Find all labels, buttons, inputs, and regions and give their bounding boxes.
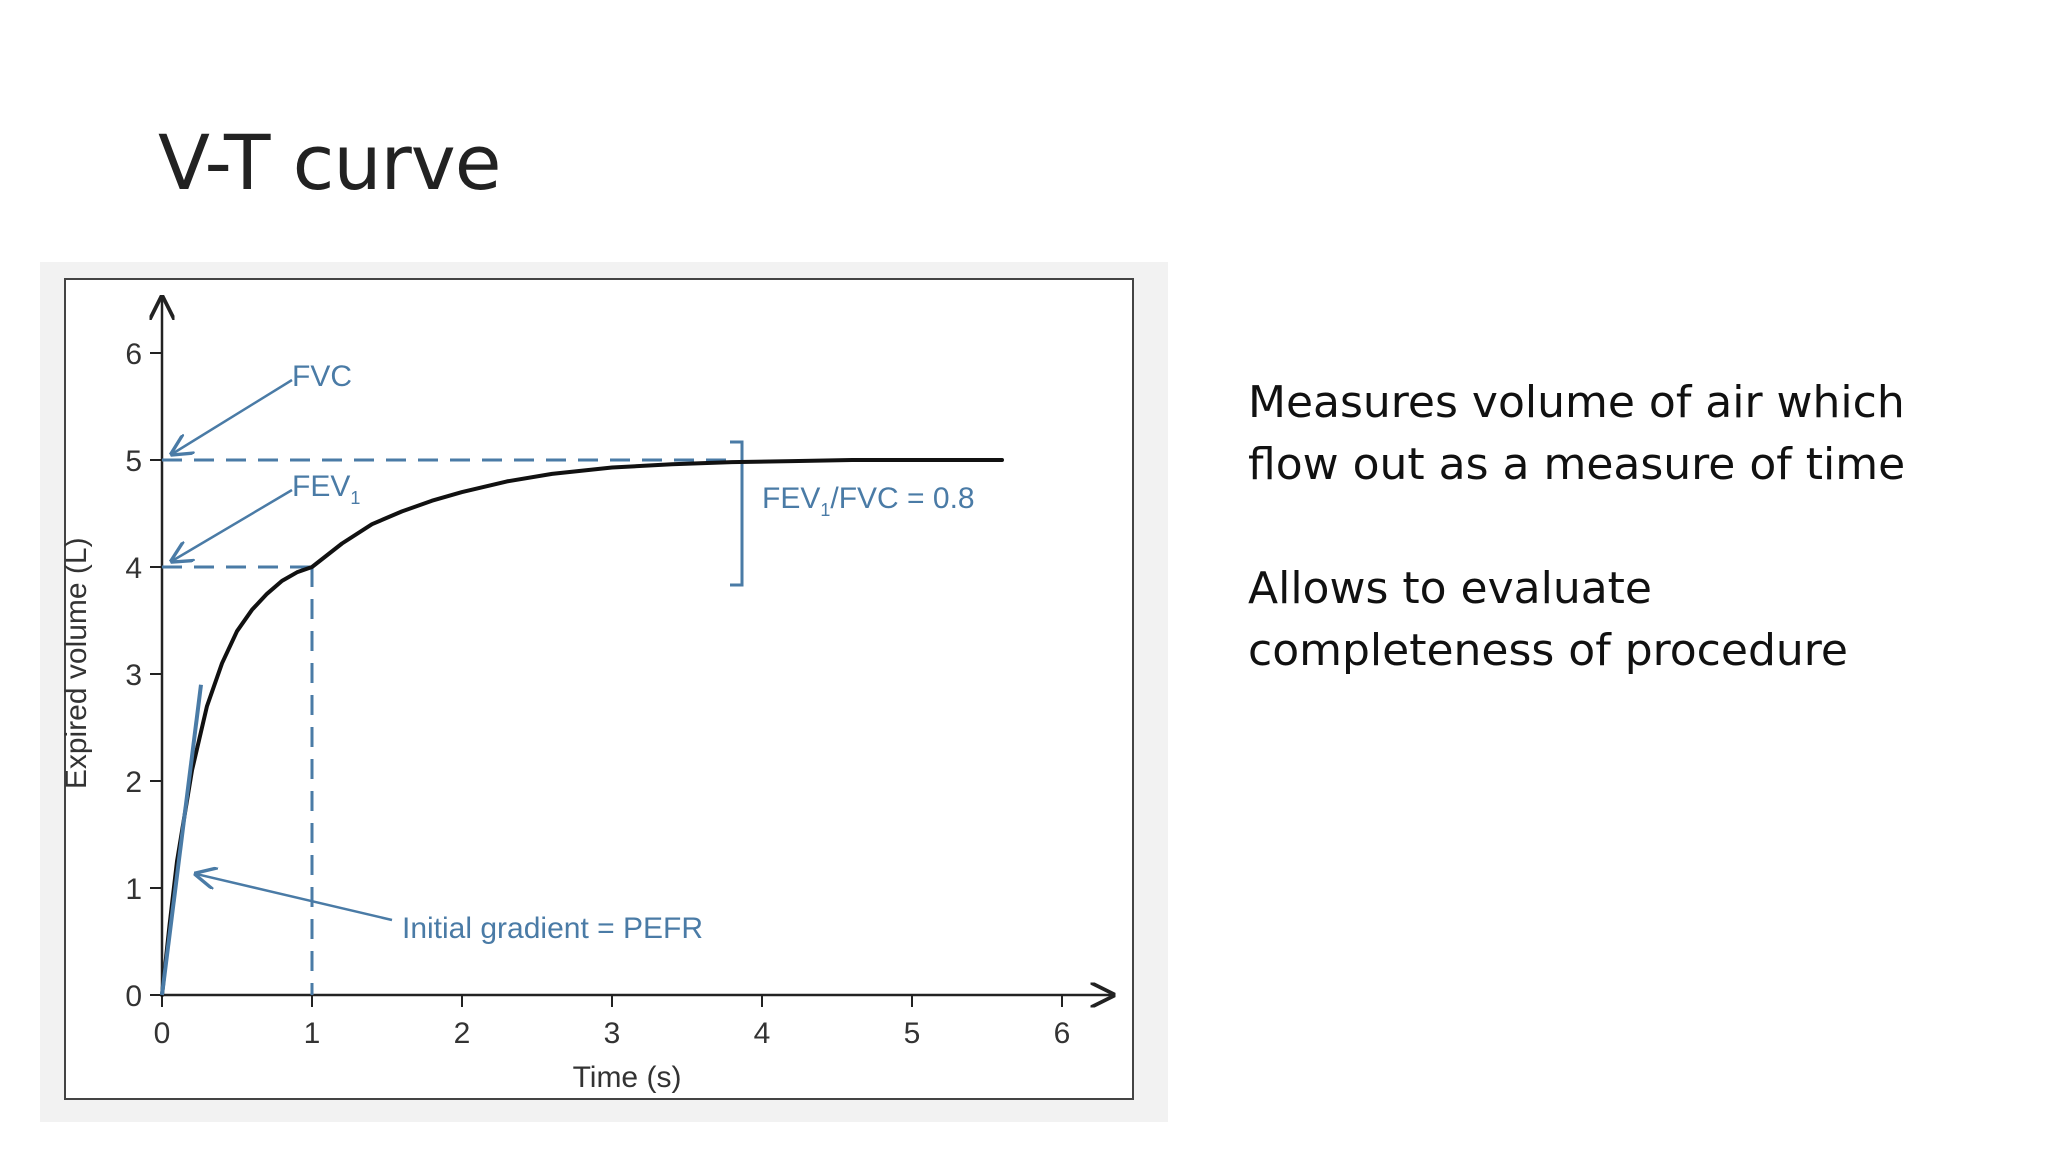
y-tick-label-0: 0 bbox=[125, 980, 142, 1013]
x-tick-label-3: 3 bbox=[604, 1017, 621, 1050]
completeness-text: Allows to evaluate completeness of proce… bbox=[1248, 563, 1848, 676]
initial-gradient-line bbox=[160, 684, 203, 996]
y-axis-label: Expired volume (L) bbox=[64, 537, 93, 789]
plot-border bbox=[64, 278, 1134, 1100]
y-tick-label-6: 6 bbox=[125, 338, 142, 371]
ratio-label: FEV1/FVC = 0.8 bbox=[762, 482, 975, 520]
y-tick-label-3: 3 bbox=[125, 659, 142, 692]
y-tick-label-2: 2 bbox=[125, 766, 142, 799]
fvc-arrow bbox=[172, 378, 293, 454]
x-tick-label-2: 2 bbox=[454, 1017, 471, 1050]
gradient-arrow bbox=[196, 874, 393, 922]
x-axis-label: Time (s) bbox=[573, 1061, 682, 1094]
y-tick-label-5: 5 bbox=[125, 445, 142, 478]
x-tick-label-6: 6 bbox=[1054, 1017, 1071, 1050]
fev1-arrow bbox=[172, 488, 293, 561]
x-tick-label-5: 5 bbox=[904, 1017, 921, 1050]
x-tick-label-1: 1 bbox=[304, 1017, 321, 1050]
x-tick-label-4: 4 bbox=[754, 1017, 771, 1050]
fvc-label: FVC bbox=[292, 360, 352, 393]
description-text: Measures volume of air which flow out as… bbox=[1248, 377, 1906, 490]
text-panel: Measures volume of air which flow out as… bbox=[1248, 372, 2008, 744]
x-tick-label-0: 0 bbox=[154, 1017, 171, 1050]
ratio-bracket bbox=[730, 440, 744, 587]
fev1-label: FEV1 bbox=[292, 470, 360, 508]
gradient-label: Initial gradient = PEFR bbox=[402, 912, 703, 945]
y-tick-label-4: 4 bbox=[125, 552, 142, 585]
y-tick-label-1: 1 bbox=[125, 873, 142, 906]
slide-title: V-T curve bbox=[158, 118, 501, 207]
vt-curve-chart: 0 1 2 3 4 5 6 0 1 2 3 4 5 6 Time (s) Expired volume (L)… bbox=[64, 278, 1134, 1100]
volume-curve bbox=[160, 458, 1004, 997]
